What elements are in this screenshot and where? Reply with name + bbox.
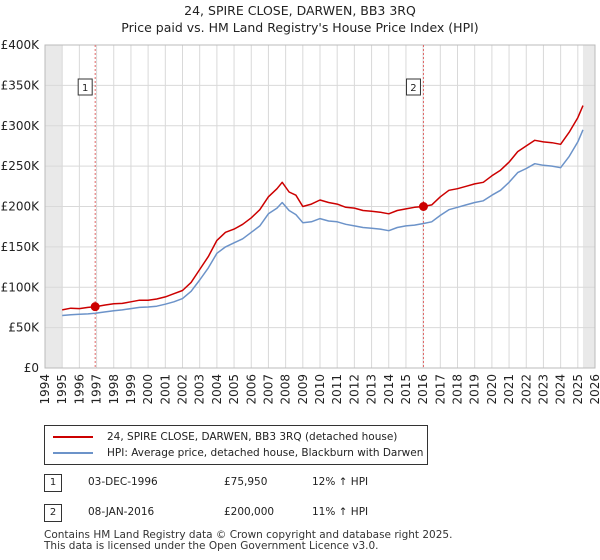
- chart-legend: 24, SPIRE CLOSE, DARWEN, BB3 3RQ (detach…: [44, 425, 428, 465]
- series-line-property: [62, 105, 584, 311]
- x-tick-label-2008: 2008: [279, 374, 293, 405]
- x-tick-label-2025: 2025: [571, 374, 585, 405]
- x-tick-label-2024: 2024: [554, 374, 568, 405]
- x-tick-label-2005: 2005: [227, 374, 241, 405]
- x-tick-label-2026: 2026: [588, 374, 600, 405]
- y-tick-label-6: £300K: [1, 119, 41, 133]
- series-line-hpi: [62, 129, 584, 317]
- y-tick-label-0: £0: [24, 361, 39, 375]
- x-tick-label-2020: 2020: [485, 374, 499, 405]
- x-tick-label-1997: 1997: [90, 374, 104, 405]
- plot-frame: [44, 44, 596, 369]
- x-tick-label-2012: 2012: [347, 374, 361, 405]
- x-tick-label-2023: 2023: [536, 374, 550, 405]
- sale-price-1: £75,950: [224, 476, 268, 488]
- y-tick-label-5: £250K: [1, 159, 41, 173]
- x-tick-label-2006: 2006: [244, 374, 258, 405]
- chart-subtitle: Price paid vs. HM Land Registry's House …: [121, 20, 478, 35]
- x-tick-label-2014: 2014: [382, 374, 396, 405]
- x-tick-label-1995: 1995: [55, 374, 69, 405]
- x-tick-label-1996: 1996: [72, 374, 86, 405]
- price-chart: 24, SPIRE CLOSE, DARWEN, BB3 3RQ Price p…: [1, 3, 600, 405]
- legend-item-hpi: HPI: Average price, detached house, Blac…: [53, 445, 423, 461]
- sale-hpi-2: 11% ↑ HPI: [312, 506, 369, 518]
- x-tick-label-1994: 1994: [38, 374, 52, 405]
- sale-marker-2: 2: [44, 504, 62, 522]
- sale-date-1: 03-DEC-1996: [88, 476, 158, 488]
- footer-note: Contains HM Land Registry data © Crown c…: [44, 530, 452, 552]
- footer-line-2: This data is licensed under the Open Gov…: [44, 540, 379, 552]
- x-tick-label-1999: 1999: [124, 374, 138, 405]
- x-tick-label-2015: 2015: [399, 374, 413, 405]
- sale-point-2: [418, 202, 428, 211]
- x-tick-label-2003: 2003: [193, 374, 207, 405]
- y-tick-label-2: £100K: [1, 280, 41, 294]
- legend-label-hpi: HPI: Average price, detached house, Blac…: [107, 447, 424, 459]
- x-tick-label-2002: 2002: [176, 374, 190, 405]
- legend-swatch-hpi: [53, 452, 93, 454]
- x-tick-label-2013: 2013: [365, 374, 379, 405]
- sale-label-2: 2: [410, 83, 416, 94]
- x-tick-label-2009: 2009: [296, 374, 310, 405]
- x-tick-label-2007: 2007: [261, 374, 275, 405]
- sale-label-box-2: [405, 78, 421, 96]
- sale-label-1: 1: [82, 83, 88, 94]
- x-tick-label-2004: 2004: [210, 374, 224, 405]
- x-tick-label-2022: 2022: [519, 374, 533, 405]
- sale-label-box-1: [77, 78, 93, 96]
- y-tick-label-1: £50K: [8, 321, 40, 335]
- y-tick-label-8: £400K: [1, 38, 41, 52]
- sale-marker-1: 1: [44, 474, 62, 492]
- y-tick-label-7: £350K: [1, 78, 41, 92]
- footer-line-1: Contains HM Land Registry data © Crown c…: [44, 529, 453, 541]
- x-tick-label-2001: 2001: [158, 374, 172, 405]
- sale-point-1: [90, 302, 100, 312]
- x-tick-label-2021: 2021: [502, 374, 516, 405]
- x-tick-label-2011: 2011: [330, 374, 344, 405]
- x-tick-label-2018: 2018: [451, 374, 465, 405]
- y-tick-label-3: £150K: [1, 240, 41, 254]
- legend-label-property: 24, SPIRE CLOSE, DARWEN, BB3 3RQ (detach…: [107, 431, 398, 443]
- chart-title: 24, SPIRE CLOSE, DARWEN, BB3 3RQ: [184, 3, 416, 18]
- x-tick-label-1998: 1998: [107, 374, 121, 405]
- legend-item-property: 24, SPIRE CLOSE, DARWEN, BB3 3RQ (detach…: [53, 429, 397, 445]
- y-tick-label-4: £200K: [1, 200, 41, 214]
- x-tick-label-2019: 2019: [468, 374, 482, 405]
- sale-row-1: 1 03-DEC-1996 £75,950 12% ↑ HPI: [44, 474, 464, 494]
- legend-swatch-property: [53, 436, 93, 438]
- sale-hpi-1: 12% ↑ HPI: [312, 476, 369, 488]
- sale-date-2: 08-JAN-2016: [88, 506, 155, 518]
- sale-price-2: £200,000: [224, 506, 275, 518]
- sale-row-2: 2 08-JAN-2016 £200,000 11% ↑ HPI: [44, 504, 464, 524]
- x-tick-label-2017: 2017: [433, 374, 447, 405]
- x-tick-label-2000: 2000: [141, 374, 155, 405]
- x-tick-label-2016: 2016: [416, 374, 430, 405]
- x-tick-label-2010: 2010: [313, 374, 327, 405]
